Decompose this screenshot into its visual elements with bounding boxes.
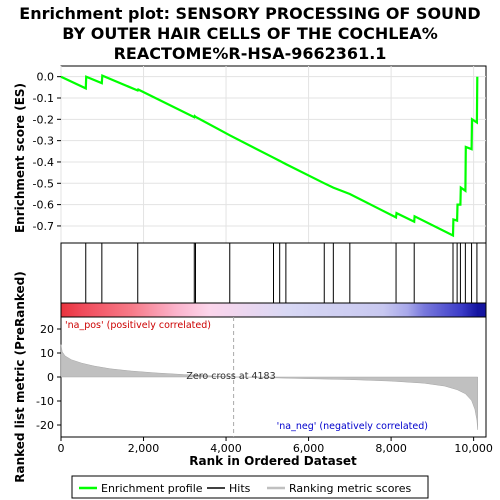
x-tick-label: 0 xyxy=(58,442,65,455)
x-tick-label: 2,000 xyxy=(128,442,160,455)
ranking-metric-area xyxy=(60,344,478,430)
es-panel: 0.0 -0.1 -0.2 -0.3 -0.4 -0.5 -0.6 -0.7 Enrichme… xyxy=(13,65,487,244)
es-y-tick-label: -0.5 xyxy=(33,177,54,190)
es-y-axis-label: Enrichment score (ES) xyxy=(13,83,27,233)
es-y-tick-label: -0.2 xyxy=(33,113,54,126)
metric-y-tick-label: 0 xyxy=(47,371,54,384)
x-tick-label: 8,000 xyxy=(375,442,407,455)
neg-correlated-label: 'na_neg' (negatively correlated) xyxy=(277,421,428,432)
legend-frame xyxy=(71,475,429,499)
pos-correlated-label: 'na_pos' (positively correlated) xyxy=(65,320,211,331)
metric-x-ticks: 0 2,000 4,000 6,000 8,000 10,000 xyxy=(58,437,493,455)
es-panel-frame xyxy=(60,65,487,244)
es-y-tick-label: -0.7 xyxy=(33,220,54,233)
x-tick-label: 4,000 xyxy=(210,442,242,455)
hit-lines xyxy=(85,243,478,303)
ranking-color-gradient xyxy=(60,302,487,318)
chart-title-line-3: REACTOME%R-HSA-9662361.1 xyxy=(114,44,387,63)
ranking-color-bar xyxy=(60,302,487,318)
es-y-tick-label: -0.4 xyxy=(33,156,54,169)
es-y-tick-label: -0.1 xyxy=(33,92,54,105)
legend-enrichment-label: Enrichment profile xyxy=(101,482,203,495)
metric-y-tick-label: -20 xyxy=(36,419,54,432)
metric-y-tick-label: -10 xyxy=(36,395,54,408)
hits-panel xyxy=(60,242,487,304)
es-grid xyxy=(60,66,486,243)
legend: Enrichment profile Hits Ranking metric s… xyxy=(71,475,429,499)
es-y-tick-label: 0.0 xyxy=(37,71,55,84)
es-y-tick-label: -0.6 xyxy=(33,199,54,212)
es-y-tick-label: -0.3 xyxy=(33,135,54,148)
chart-title-line-2: BY OUTER HAIR CELLS OF THE COCHLEA% xyxy=(62,24,438,43)
enrichment-profile-line xyxy=(60,73,479,238)
metric-y-tick-label: 10 xyxy=(40,347,54,360)
x-axis-label: Rank in Ordered Dataset xyxy=(189,454,357,468)
metric-y-ticks: 20 10 0 -10 -20 xyxy=(36,323,61,432)
zero-cross-label: Zero cross at 4183 xyxy=(186,371,275,382)
x-tick-label: 6,000 xyxy=(293,442,325,455)
chart-title-line-1: Enrichment plot: SENSORY PROCESSING OF S… xyxy=(19,4,480,23)
legend-hits-label: Hits xyxy=(229,482,251,495)
es-y-ticks: 0.0 -0.1 -0.2 -0.3 -0.4 -0.5 -0.6 -0.7 xyxy=(33,71,61,233)
metric-y-tick-label: 20 xyxy=(40,323,54,336)
legend-metric-label: Ranking metric scores xyxy=(289,482,411,495)
x-tick-label: 10,000 xyxy=(454,442,493,455)
metric-y-axis-label: Ranked list metric (PreRanked) xyxy=(13,271,27,483)
